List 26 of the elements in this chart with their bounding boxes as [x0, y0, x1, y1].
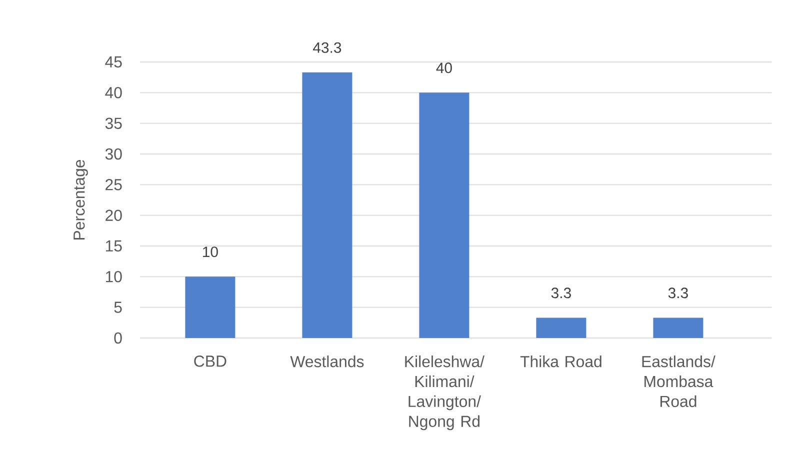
bar: [536, 318, 586, 338]
bar: [653, 318, 704, 338]
y-tick-label: 25: [106, 179, 122, 190]
y-tick-label: 15: [106, 240, 122, 252]
data-label: 3.3: [668, 288, 688, 298]
y-tick-label: 5: [114, 302, 122, 313]
y-tick-label: 20: [106, 210, 122, 221]
data-label: 43.3: [313, 42, 342, 53]
bar: [185, 276, 236, 338]
x-tick-label: Thika Road: [520, 356, 602, 368]
bar: [302, 72, 352, 338]
y-tick-label: 30: [105, 148, 122, 160]
y-axis-title: Percentage: [74, 160, 88, 240]
y-tick-label: 0: [114, 332, 122, 344]
y-tick-label: 35: [105, 118, 122, 129]
x-tick-label: Kileleshwa/ Kilimani/ Lavington/ Ngong Rd: [405, 356, 484, 430]
y-tick-label: 40: [105, 87, 122, 98]
data-label: 40: [436, 62, 452, 74]
data-label: 10: [203, 246, 218, 258]
x-tick-label: Westlands: [290, 356, 364, 368]
bar: [419, 92, 470, 338]
x-tick-label: Eastlands/ Mombasa Road: [642, 356, 716, 408]
data-label: 3.3: [551, 288, 571, 298]
x-tick-label: CBD: [194, 356, 226, 367]
y-tick-label: 10: [106, 271, 122, 282]
y-tick-label: 45: [105, 56, 122, 68]
